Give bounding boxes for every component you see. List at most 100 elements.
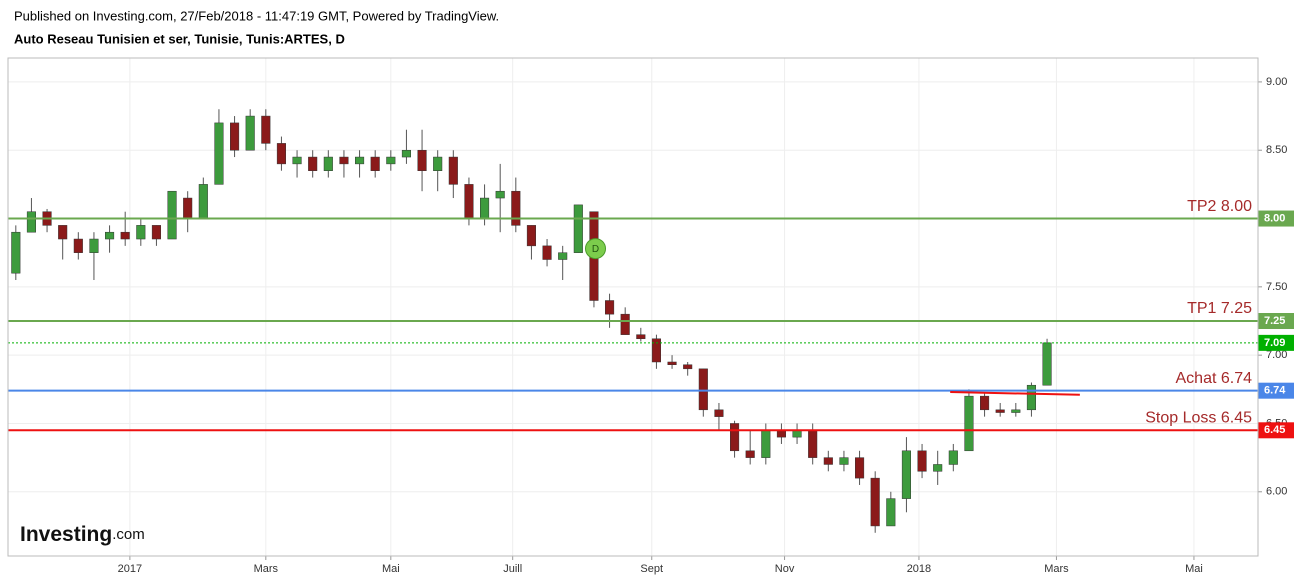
price-badge-label: 6.74 bbox=[1264, 385, 1286, 397]
candle-body bbox=[948, 450, 958, 465]
candle-body bbox=[120, 231, 130, 240]
logo-suffix: .com bbox=[112, 526, 145, 543]
candle-body bbox=[839, 457, 849, 465]
candle-body bbox=[214, 122, 224, 185]
candle-body bbox=[167, 190, 177, 240]
y-tick-label: 7.50 bbox=[1266, 281, 1287, 293]
candle-body bbox=[323, 156, 333, 171]
candle-body bbox=[964, 395, 974, 452]
candle-body bbox=[776, 430, 786, 438]
candle-body bbox=[433, 156, 443, 171]
candle-body bbox=[651, 338, 661, 363]
candle-body bbox=[26, 211, 36, 233]
x-tick-label: Mars bbox=[1044, 563, 1069, 575]
candle-body bbox=[1026, 384, 1036, 411]
price-badge bbox=[1258, 313, 1294, 330]
trendline bbox=[950, 391, 1080, 396]
candle-body bbox=[105, 231, 115, 240]
candle-body bbox=[714, 409, 724, 417]
candle-body bbox=[558, 252, 568, 260]
candle-body bbox=[808, 430, 818, 458]
price-badge bbox=[1258, 422, 1294, 439]
x-tick-label: Juill bbox=[503, 563, 522, 575]
candle-body bbox=[292, 156, 302, 165]
candle-body bbox=[183, 197, 193, 219]
price-badge-label: 7.25 bbox=[1264, 315, 1285, 327]
candle-body bbox=[245, 115, 255, 151]
candle-body bbox=[58, 225, 68, 240]
x-tick-label: Mai bbox=[1185, 563, 1203, 575]
candle-body bbox=[401, 149, 411, 158]
logo-text: Investing bbox=[20, 523, 112, 546]
candle-body bbox=[1011, 409, 1021, 413]
event-marker bbox=[585, 238, 606, 260]
candle-body bbox=[698, 368, 708, 411]
candle-body bbox=[11, 231, 21, 274]
candle-body bbox=[448, 156, 458, 185]
candle-body bbox=[480, 197, 490, 219]
plot: 6.006.507.007.508.008.509.002017MarsMaiJ… bbox=[8, 58, 1294, 575]
candle-body bbox=[730, 423, 740, 452]
candle-body bbox=[526, 225, 536, 247]
candle-body bbox=[89, 238, 99, 253]
candle-body bbox=[636, 334, 646, 340]
candle-body bbox=[605, 300, 615, 315]
instrument-title: Auto Reseau Tunisien et ser, Tunisie, Tu… bbox=[14, 31, 345, 46]
candle-body bbox=[995, 409, 1005, 413]
x-tick-label: Mai bbox=[382, 563, 400, 575]
candle-body bbox=[792, 430, 802, 438]
candle-body bbox=[339, 156, 349, 165]
y-tick-label: 7.00 bbox=[1266, 349, 1287, 361]
candle-body bbox=[230, 122, 240, 151]
price-badge-label: 6.45 bbox=[1264, 424, 1285, 436]
candle-body bbox=[511, 190, 521, 226]
level-annotation: Stop Loss 6.45 bbox=[1145, 410, 1252, 427]
candle-body bbox=[542, 245, 552, 260]
candle-body bbox=[933, 464, 943, 472]
candle-body bbox=[495, 190, 505, 199]
candle-body bbox=[464, 184, 474, 219]
logo: Investing.com bbox=[20, 523, 145, 546]
candle-body bbox=[1042, 342, 1052, 386]
candle-body bbox=[667, 361, 677, 365]
candle-body bbox=[355, 156, 365, 165]
x-tick-label: Sept bbox=[640, 563, 663, 575]
price-badge bbox=[1258, 382, 1294, 399]
event-marker-label: D bbox=[592, 244, 599, 255]
candle-body bbox=[386, 156, 396, 165]
price-badge-label: 7.09 bbox=[1264, 337, 1285, 349]
candle-body bbox=[917, 450, 927, 472]
candle-body bbox=[151, 225, 161, 240]
candle-body bbox=[370, 156, 380, 171]
price-badge bbox=[1258, 334, 1294, 351]
x-tick-label: Nov bbox=[775, 563, 795, 575]
plot-frame bbox=[7, 57, 1259, 557]
candle-body bbox=[761, 430, 771, 458]
y-tick-label: 6.00 bbox=[1266, 486, 1287, 498]
price-badge-label: 8.00 bbox=[1264, 212, 1285, 224]
y-tick-label: 9.00 bbox=[1266, 76, 1287, 88]
level-annotation: TP2 8.00 bbox=[1187, 198, 1252, 215]
level-annotation: TP1 7.25 bbox=[1187, 300, 1252, 317]
candle-body bbox=[417, 149, 427, 171]
candle-body bbox=[73, 238, 83, 253]
candle-body bbox=[745, 450, 755, 458]
candle-body bbox=[308, 156, 318, 171]
candle-body bbox=[980, 395, 990, 411]
y-tick-label: 8.50 bbox=[1266, 144, 1287, 156]
candle-body bbox=[823, 457, 833, 465]
candle-body bbox=[198, 184, 208, 219]
candle-body bbox=[261, 115, 271, 144]
candle-body bbox=[870, 477, 880, 527]
candle-body bbox=[620, 313, 630, 335]
candle-body bbox=[136, 225, 146, 240]
candle-body bbox=[901, 450, 911, 499]
published-note: Published on Investing.com, 27/Feb/2018 … bbox=[14, 8, 499, 23]
price-badge bbox=[1258, 210, 1294, 227]
candle-body bbox=[573, 204, 583, 253]
x-tick-label: 2017 bbox=[118, 563, 142, 575]
x-tick-label: 2018 bbox=[907, 563, 931, 575]
candle-body bbox=[276, 143, 286, 165]
candle-body bbox=[683, 364, 693, 370]
